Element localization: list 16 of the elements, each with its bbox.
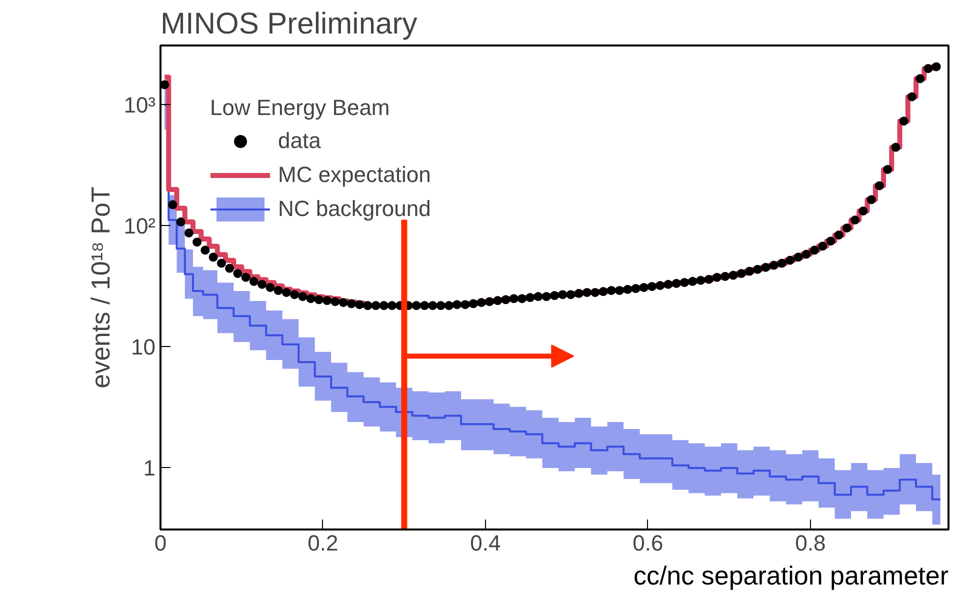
x-axis-title: cc/nc separation parameter [633,560,949,590]
chart-title: MINOS Preliminary [160,8,418,40]
x-tick-label: 0 [154,530,167,556]
y-tick-label: 10² [124,213,156,238]
legend-label: NC background [278,196,431,222]
x-tick-label: 0.2 [308,530,338,556]
y-tick-label: 1 [143,455,156,480]
x-tick-label: 0.4 [470,530,501,556]
legend-label: MC expectation [278,162,431,188]
x-tick-label: 0.6 [632,530,664,556]
y-tick-label: 10³ [124,92,156,118]
legend-label: data [278,128,321,154]
x-tick-label: 0.8 [795,530,826,556]
legend-title: Low Energy Beam [210,95,391,121]
y-axis-title: events / 10¹⁸ PoT [86,186,116,388]
y-tick-label: 10 [131,334,156,360]
